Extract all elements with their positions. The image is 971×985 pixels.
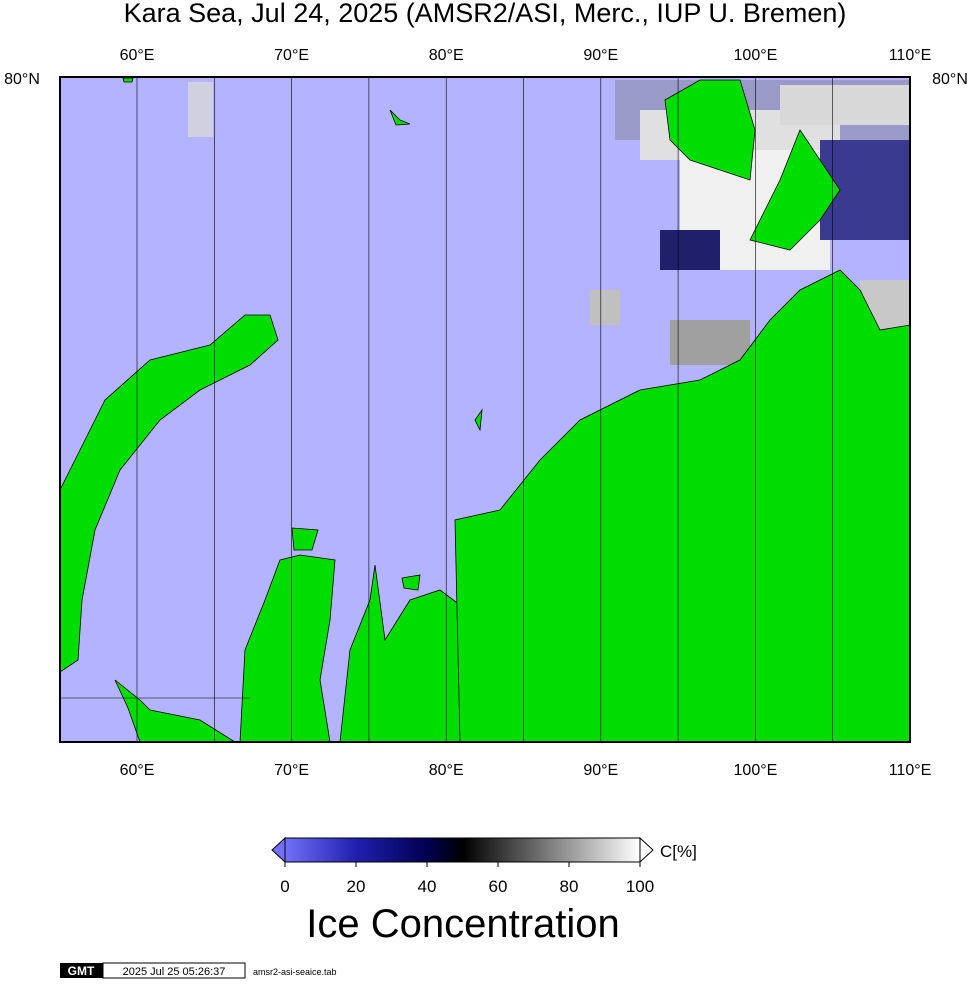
map — [60, 77, 910, 742]
colorbar-high-end — [639, 836, 654, 864]
lon-label: 70°E — [274, 47, 309, 64]
lon-label: 60°E — [120, 762, 155, 779]
lon-label: 90°E — [583, 762, 618, 779]
map-frame — [59, 76, 911, 743]
land — [60, 77, 910, 742]
logo-box — [60, 963, 103, 978]
colorbar-unit: C[%] — [660, 842, 697, 861]
colorbar: C[%] Ice Concentration 0 20 40 60 80 100 — [271, 836, 697, 946]
lon-label: 100°E — [734, 47, 778, 64]
lon-label: 80°E — [429, 762, 464, 779]
colorbar-ramp — [284, 837, 641, 863]
lon-label: 90°E — [583, 47, 618, 64]
timestamp: 2025 Jul 25 05:26:37 — [123, 966, 226, 978]
timestamp-box — [102, 962, 246, 979]
colorbar-low-end — [271, 836, 286, 864]
colorbar-tick-label: 0 — [280, 877, 289, 896]
lat-label: 80°N — [932, 71, 968, 88]
ice — [188, 80, 910, 365]
lon-label: 60°E — [120, 47, 155, 64]
footer: GMT 2025 Jul 25 05:26:37 amsr2-asi-seaic… — [60, 962, 337, 979]
colorbar-tick-label: 60 — [489, 877, 508, 896]
lon-label: 80°E — [429, 47, 464, 64]
lon-label: 70°E — [274, 762, 309, 779]
lon-label: 100°E — [734, 762, 778, 779]
logo: GMT — [68, 964, 95, 978]
colorbar-tick-label: 100 — [626, 877, 654, 896]
colorbar-tick-label: 20 — [347, 877, 366, 896]
lon-label: 110°E — [889, 762, 932, 779]
colorbar-label: Ice Concentration — [306, 902, 620, 946]
file-name: amsr2-asi-seaice.tab — [253, 967, 337, 977]
title: Kara Sea, Jul 24, 2025 (AMSR2/ASI, Merc.… — [124, 0, 847, 28]
lat-label: 80°N — [4, 71, 40, 88]
colorbar-tick-label: 80 — [560, 877, 579, 896]
lon-label: 110°E — [889, 47, 932, 64]
graticule — [60, 77, 834, 742]
colorbar-tick-label: 40 — [418, 877, 437, 896]
